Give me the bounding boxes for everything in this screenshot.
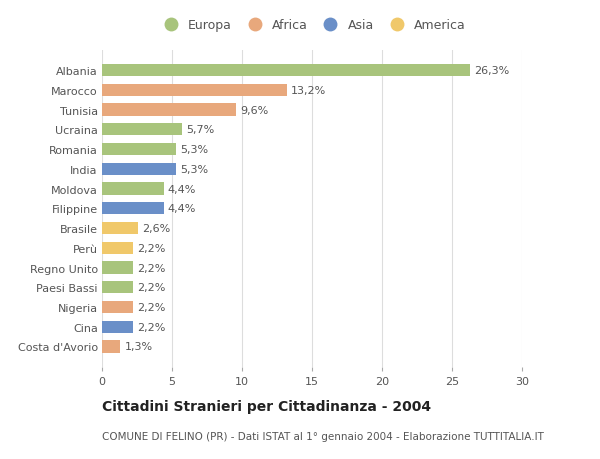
Bar: [102, 183, 164, 195]
Text: 1,3%: 1,3%: [124, 341, 152, 352]
Text: 2,2%: 2,2%: [137, 243, 166, 253]
Bar: [102, 262, 133, 274]
Text: 2,2%: 2,2%: [137, 302, 166, 312]
Bar: [102, 144, 176, 156]
Text: 5,7%: 5,7%: [186, 125, 214, 135]
Text: COMUNE DI FELINO (PR) - Dati ISTAT al 1° gennaio 2004 - Elaborazione TUTTITALIA.: COMUNE DI FELINO (PR) - Dati ISTAT al 1°…: [102, 431, 544, 442]
Bar: [102, 65, 470, 77]
Text: 2,2%: 2,2%: [137, 283, 166, 292]
Legend: Europa, Africa, Asia, America: Europa, Africa, Asia, America: [154, 16, 470, 36]
Bar: [102, 203, 164, 215]
Text: 2,2%: 2,2%: [137, 263, 166, 273]
Bar: [102, 341, 120, 353]
Text: 4,4%: 4,4%: [168, 184, 196, 194]
Text: 5,3%: 5,3%: [181, 164, 209, 174]
Bar: [102, 242, 133, 254]
Bar: [102, 223, 139, 235]
Text: 9,6%: 9,6%: [241, 106, 269, 115]
Bar: [102, 321, 133, 333]
Text: 2,6%: 2,6%: [143, 224, 171, 234]
Text: 26,3%: 26,3%: [475, 66, 509, 76]
Bar: [102, 84, 287, 97]
Text: 4,4%: 4,4%: [168, 204, 196, 214]
Bar: [102, 163, 176, 175]
Bar: [102, 124, 182, 136]
Text: 5,3%: 5,3%: [181, 145, 209, 155]
Bar: [102, 301, 133, 313]
Text: Cittadini Stranieri per Cittadinanza - 2004: Cittadini Stranieri per Cittadinanza - 2…: [102, 399, 431, 413]
Text: 2,2%: 2,2%: [137, 322, 166, 332]
Bar: [102, 104, 236, 117]
Bar: [102, 281, 133, 294]
Text: 13,2%: 13,2%: [291, 86, 326, 95]
